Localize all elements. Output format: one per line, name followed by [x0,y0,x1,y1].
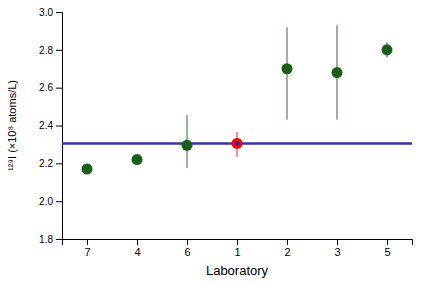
point [282,63,293,74]
chart: 1.8 2.0 2.2 2.4 2.6 2.8 3.0 7 4 6 1 2 3 5 Laboratory ¹²… [0,0,426,283]
x-tick-mark [337,239,338,245]
x-tick-mark [137,239,138,245]
x-axis-line [63,240,413,246]
y-tick-label: 1.8 [39,234,53,245]
y-tick-mark [56,12,62,13]
x-tick: 6 [184,239,190,258]
x-tick-mark [387,239,388,245]
x-tick-mark [87,239,88,245]
x-tick-label: 1 [234,246,240,258]
point [332,67,343,78]
y-tick-mark [56,88,62,89]
y-tick-label: 2.6 [39,82,53,93]
x-tick-label: 4 [134,246,140,258]
y-tick-label: 2.0 [39,196,53,207]
y-axis-title: ¹²⁹I (×10⁸ atoms/L) [6,80,18,171]
y-tick-label: 2.8 [39,45,53,56]
y-tick: 2.6 [39,82,62,93]
y-tick-label: 3.0 [39,7,53,18]
highlight-point [235,141,240,146]
x-tick: 7 [84,239,90,258]
y-tick: 2.0 [39,196,62,207]
y-tick-mark [56,239,62,240]
x-tick: 4 [134,239,140,258]
x-tick-mark [187,239,188,245]
x-tick-label: 5 [384,246,390,258]
x-tick-label: 3 [334,246,340,258]
x-axis: 7 4 6 1 2 3 5 [63,239,413,258]
y-axis-line [56,13,63,240]
x-tick-mark [287,239,288,245]
x-tick-label: 7 [84,246,90,258]
x-tick-mark [237,239,238,245]
y-tick-mark [56,201,62,202]
y-tick-mark [56,163,62,164]
y-tick: 2.2 [39,158,62,169]
point [82,164,93,175]
x-tick-label: 6 [184,246,190,258]
y-tick-label: 2.4 [39,120,53,131]
point [232,138,243,149]
y-tick: 3.0 [39,7,62,18]
marks [62,25,412,174]
x-tick: 5 [384,239,390,258]
x-tick: 3 [334,239,340,258]
x-tick: 2 [284,239,290,258]
y-tick: 1.8 [39,234,62,245]
y-tick-label: 2.2 [39,158,53,169]
x-tick-label: 2 [284,246,290,258]
y-axis: 1.8 2.0 2.2 2.4 2.6 2.8 3.0 [39,7,62,245]
y-tick-mark [56,50,62,51]
point [382,44,393,55]
x-tick: 1 [234,239,240,258]
plot: 1.8 2.0 2.2 2.4 2.6 2.8 3.0 7 4 6 1 2 3 5 [39,7,412,258]
y-tick: 2.8 [39,45,62,56]
y-tick: 2.4 [39,120,62,131]
x-axis-title: Laboratory [206,263,269,278]
point [132,154,143,165]
y-tick-mark [56,126,62,127]
point [182,140,193,151]
